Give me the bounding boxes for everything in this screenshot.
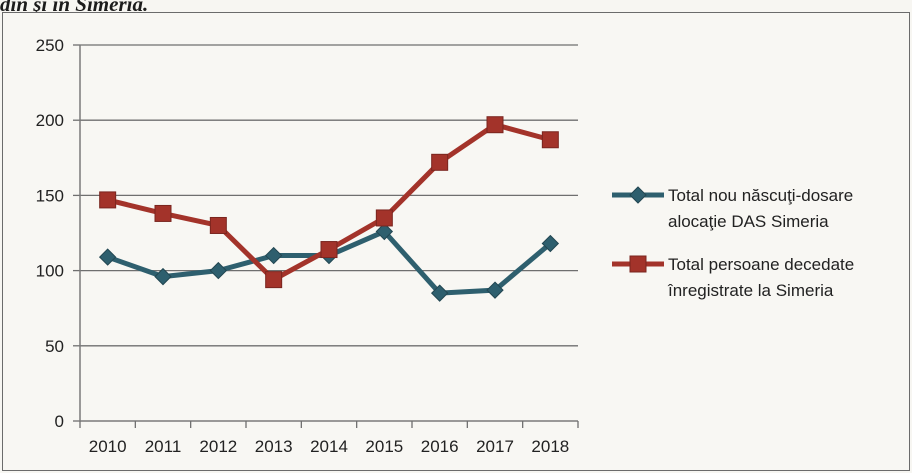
x-tick-label: 2012 — [199, 437, 237, 456]
data-point — [154, 267, 172, 286]
series-layer — [98, 116, 560, 302]
legend-label: alocaţie DAS Simeria — [668, 212, 829, 231]
y-tick-label: 150 — [36, 186, 64, 205]
y-tick-label: 100 — [36, 262, 64, 281]
data-point — [375, 209, 393, 227]
x-tick-label: 2011 — [145, 437, 182, 456]
data-point — [430, 284, 449, 302]
legend-marker — [629, 255, 647, 273]
x-tick-labels: 2010 2011 2012 2013 2014 2015 2016 2017 2018 — [79, 421, 579, 456]
data-point — [209, 216, 227, 234]
data-point — [320, 241, 338, 259]
data-point — [264, 246, 283, 265]
data-point — [209, 261, 228, 280]
x-tick-label: 2014 — [310, 437, 348, 456]
x-tick-label: 2016 — [421, 437, 459, 456]
data-point — [541, 234, 560, 253]
data-point — [486, 116, 504, 134]
legend: Total nou născuţi-dosare alocaţie DAS Sim… — [612, 186, 854, 300]
legend-marker — [629, 186, 647, 204]
data-point — [99, 191, 117, 209]
x-tick-label: 2010 — [89, 437, 127, 456]
legend-label: Total persoane decedate — [668, 255, 854, 274]
data-point — [98, 248, 117, 266]
chart-frame — [2, 12, 910, 471]
x-tick-label: 2015 — [365, 437, 403, 456]
x-tick-label: 2018 — [531, 437, 569, 456]
data-point — [541, 131, 559, 149]
y-tick-label: 250 — [36, 36, 64, 55]
data-point — [265, 271, 283, 289]
x-tick-label: 2017 — [476, 437, 514, 456]
data-point — [154, 204, 172, 222]
gridlines — [73, 44, 578, 422]
y-tick-label: 50 — [45, 337, 64, 356]
legend-label: înregistrate la Simeria — [667, 281, 834, 300]
y-tick-label: 200 — [36, 111, 64, 130]
data-point — [431, 153, 449, 171]
data-point — [486, 281, 504, 299]
x-tick-label: 2013 — [255, 437, 293, 456]
legend-label: Total nou născuţi-dosare — [668, 186, 853, 205]
y-tick-label: 0 — [55, 412, 64, 431]
data-point — [375, 222, 394, 241]
y-tick-labels: 0 50 100 150 200 250 — [36, 36, 64, 431]
